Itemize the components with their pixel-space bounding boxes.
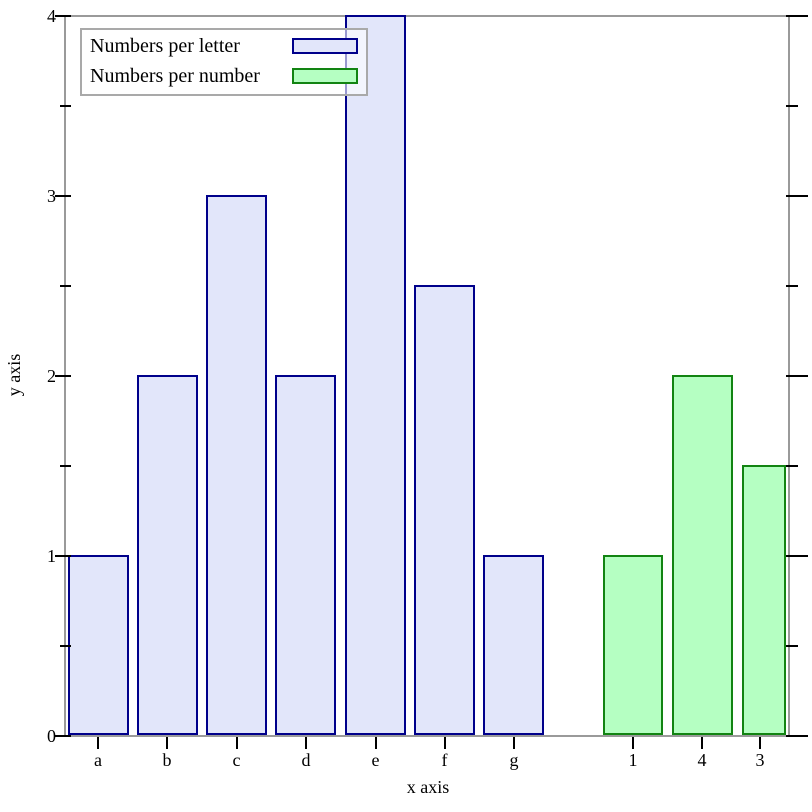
legend-swatch-numbers-icon (292, 68, 358, 84)
y-minor-tick-right-0.5 (786, 645, 798, 647)
y-minor-tick-right-2.5 (786, 285, 798, 287)
y-major-tick-right-4 (786, 15, 808, 17)
y-axis-title: y axis (4, 353, 24, 397)
x-tick-d (305, 737, 307, 749)
y-major-tick-left-3 (55, 195, 71, 197)
bar-f (414, 285, 475, 735)
x-tick-label-g: g (509, 750, 519, 770)
x-tick-c (235, 737, 238, 749)
y-minor-tick-left-3.5 (60, 105, 71, 107)
x-tick-a (97, 737, 99, 749)
y-major-tick-right-3 (786, 195, 808, 197)
bar-3 (741, 465, 786, 735)
y-major-tick-left-4 (55, 15, 71, 17)
x-tick-label-d: d (301, 750, 311, 770)
y-tick-label-0: 0 (47, 726, 56, 746)
legend-row-numbers: Numbers per number (90, 62, 358, 90)
bar-b (136, 375, 198, 735)
x-axis-title: x axis (406, 777, 450, 797)
y-major-tick-left-2 (55, 375, 71, 377)
y-tick-label-4: 4 (47, 6, 56, 26)
y-major-tick-right-2 (786, 375, 808, 377)
x-tick-g (513, 737, 515, 749)
y-minor-tick-left-2.5 (60, 285, 71, 287)
bar-1 (602, 555, 663, 735)
y-major-tick-right-0 (786, 735, 808, 737)
y-minor-tick-right-1.5 (786, 465, 798, 467)
bar-a (67, 555, 129, 735)
legend-label-numbers: Numbers per number (90, 64, 260, 87)
legend-row-letters: Numbers per letter (90, 32, 358, 60)
x-tick-label-1: 1 (628, 750, 638, 770)
x-tick-label-4: 4 (697, 750, 707, 770)
x-tick-label-c: c (232, 750, 241, 770)
x-tick-e (374, 737, 377, 749)
y-minor-tick-left-0.5 (60, 645, 71, 647)
legend-label-letters: Numbers per letter (90, 34, 240, 57)
bar-4 (672, 375, 733, 735)
y-minor-tick-left-1.5 (60, 465, 71, 467)
y-major-tick-left-0 (55, 735, 71, 737)
legend-swatch-letters-icon (292, 38, 358, 54)
y-tick-label-2: 2 (47, 366, 56, 386)
legend: Numbers per letter Numbers per number (80, 28, 368, 96)
x-tick-label-e: e (371, 750, 380, 770)
plot-area-frame (64, 15, 790, 737)
x-tick-label-f: f (441, 750, 448, 770)
x-tick-3 (759, 737, 761, 749)
x-tick-label-a: a (94, 750, 102, 770)
bar-g (483, 555, 545, 735)
bar-d (275, 375, 337, 735)
bar-c (206, 195, 268, 735)
y-major-tick-left-1 (55, 555, 71, 557)
x-tick-f (443, 737, 446, 749)
x-tick-1 (632, 737, 634, 749)
y-tick-label-1: 1 (47, 546, 56, 566)
x-tick-label-3: 3 (755, 750, 765, 770)
y-major-tick-right-1 (786, 555, 808, 557)
x-tick-4 (701, 737, 703, 749)
y-minor-tick-right-3.5 (786, 105, 798, 107)
x-tick-label-b: b (162, 750, 172, 770)
y-tick-label-3: 3 (47, 186, 56, 206)
bar-e (344, 15, 406, 735)
x-tick-b (166, 737, 168, 749)
